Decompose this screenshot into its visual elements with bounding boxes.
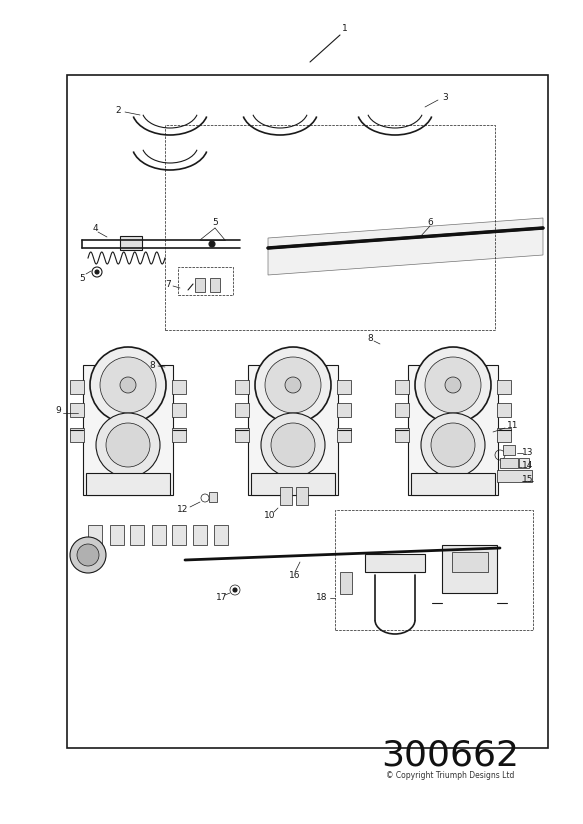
Bar xyxy=(88,525,102,545)
Bar xyxy=(67,75,548,748)
Bar xyxy=(335,510,533,630)
Bar xyxy=(172,380,186,394)
Circle shape xyxy=(285,377,301,393)
Bar xyxy=(497,470,532,482)
Text: 3: 3 xyxy=(442,92,448,101)
Bar xyxy=(340,572,352,594)
Bar xyxy=(500,458,518,468)
Bar xyxy=(519,458,529,468)
Circle shape xyxy=(265,357,321,413)
Circle shape xyxy=(425,357,481,413)
Bar xyxy=(70,380,84,394)
Bar xyxy=(395,403,409,417)
Circle shape xyxy=(261,413,325,477)
Text: 17: 17 xyxy=(216,593,228,602)
Bar xyxy=(214,525,228,545)
Circle shape xyxy=(445,377,461,393)
Bar xyxy=(497,403,511,417)
Text: 1: 1 xyxy=(342,24,348,32)
Text: 4: 4 xyxy=(92,223,98,232)
Bar xyxy=(195,278,205,292)
Bar xyxy=(395,380,409,394)
Circle shape xyxy=(431,423,475,467)
Bar xyxy=(209,492,217,502)
Bar xyxy=(178,267,233,295)
Bar xyxy=(193,525,207,545)
Text: 2: 2 xyxy=(115,105,121,115)
Bar xyxy=(337,403,351,417)
Bar xyxy=(280,487,292,505)
Bar xyxy=(110,525,124,545)
Bar xyxy=(120,236,142,250)
Bar xyxy=(337,380,351,394)
Bar xyxy=(86,473,170,495)
Circle shape xyxy=(77,544,99,566)
Bar xyxy=(248,365,338,495)
Bar xyxy=(152,525,166,545)
Bar xyxy=(411,473,495,495)
Bar xyxy=(172,525,186,545)
Bar xyxy=(442,545,497,593)
Bar xyxy=(337,428,351,442)
Bar xyxy=(251,473,335,495)
Circle shape xyxy=(100,357,156,413)
Text: 16: 16 xyxy=(289,572,301,580)
Circle shape xyxy=(70,537,106,573)
Text: © Copyright Triumph Designs Ltd: © Copyright Triumph Designs Ltd xyxy=(386,770,514,780)
Polygon shape xyxy=(268,218,543,275)
Text: 10: 10 xyxy=(264,512,276,521)
Bar xyxy=(497,428,511,442)
Circle shape xyxy=(415,347,491,423)
Bar xyxy=(83,365,173,495)
Circle shape xyxy=(106,423,150,467)
Text: 11: 11 xyxy=(507,420,519,429)
Bar xyxy=(172,403,186,417)
Bar xyxy=(70,428,84,442)
Text: 15: 15 xyxy=(522,475,534,484)
Circle shape xyxy=(255,347,331,423)
Bar xyxy=(395,428,409,442)
Bar xyxy=(235,428,249,442)
Circle shape xyxy=(96,413,160,477)
Circle shape xyxy=(271,423,315,467)
Bar xyxy=(70,403,84,417)
Bar xyxy=(235,403,249,417)
Circle shape xyxy=(209,241,215,247)
Circle shape xyxy=(421,413,485,477)
Bar xyxy=(503,445,515,455)
Text: 5: 5 xyxy=(212,218,218,227)
Text: 300662: 300662 xyxy=(381,738,519,772)
Bar xyxy=(408,365,498,495)
Circle shape xyxy=(120,377,136,393)
Text: 7: 7 xyxy=(165,279,171,288)
Text: 8: 8 xyxy=(149,361,155,369)
Bar xyxy=(210,278,220,292)
Bar xyxy=(497,380,511,394)
Text: 8: 8 xyxy=(367,334,373,343)
Text: 5: 5 xyxy=(79,274,85,283)
Text: 13: 13 xyxy=(522,447,534,456)
Bar xyxy=(296,487,308,505)
Bar xyxy=(172,428,186,442)
Bar xyxy=(165,125,495,330)
Bar xyxy=(130,525,144,545)
Text: 14: 14 xyxy=(522,461,533,470)
Circle shape xyxy=(233,588,237,592)
Bar xyxy=(452,552,488,572)
Circle shape xyxy=(95,270,99,274)
Bar xyxy=(365,554,425,572)
Text: 18: 18 xyxy=(316,593,328,602)
Text: 12: 12 xyxy=(177,505,189,514)
Bar xyxy=(235,380,249,394)
Text: 9: 9 xyxy=(55,405,61,414)
Circle shape xyxy=(90,347,166,423)
Text: 6: 6 xyxy=(427,218,433,227)
